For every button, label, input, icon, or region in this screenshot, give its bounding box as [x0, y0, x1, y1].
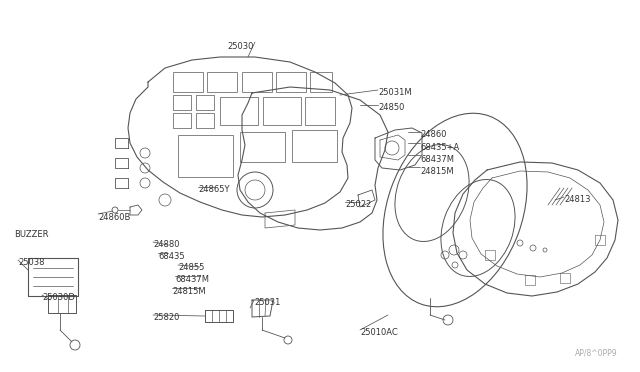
Bar	[292, 130, 337, 162]
Text: 68437M: 68437M	[175, 275, 209, 284]
Bar	[242, 72, 272, 92]
Bar	[220, 97, 258, 125]
Bar	[276, 72, 306, 92]
Text: 25030: 25030	[227, 42, 253, 51]
Text: 68435+A: 68435+A	[420, 143, 460, 152]
Text: 24860: 24860	[420, 130, 447, 139]
Text: 24855: 24855	[178, 263, 204, 272]
Text: 24860B: 24860B	[98, 213, 131, 222]
Text: 24850: 24850	[378, 103, 404, 112]
Bar	[263, 97, 301, 125]
Bar	[196, 113, 214, 128]
Text: 25031M: 25031M	[378, 88, 412, 97]
Bar	[196, 95, 214, 110]
Text: 25820: 25820	[153, 313, 179, 322]
Text: 25038: 25038	[18, 258, 45, 267]
Text: 25010AC: 25010AC	[360, 328, 397, 337]
Text: BUZZER: BUZZER	[14, 230, 49, 239]
Text: 24813: 24813	[564, 195, 591, 204]
Text: 68437M: 68437M	[420, 155, 454, 164]
Text: 68435: 68435	[158, 252, 184, 261]
Text: 24880: 24880	[153, 240, 179, 249]
Text: AP/8^0PP9: AP/8^0PP9	[575, 349, 618, 358]
Bar	[173, 72, 203, 92]
Bar	[240, 132, 285, 162]
Bar	[178, 135, 233, 177]
Bar	[207, 72, 237, 92]
Text: 24865Y: 24865Y	[198, 185, 230, 194]
Text: 24815M: 24815M	[420, 167, 454, 176]
Bar	[173, 95, 191, 110]
Text: 25022: 25022	[345, 200, 371, 209]
Text: 25030D: 25030D	[42, 293, 75, 302]
Bar	[310, 72, 332, 92]
Text: 25031: 25031	[254, 298, 280, 307]
Bar	[305, 97, 335, 125]
Text: 24815M: 24815M	[172, 287, 205, 296]
Bar	[173, 113, 191, 128]
